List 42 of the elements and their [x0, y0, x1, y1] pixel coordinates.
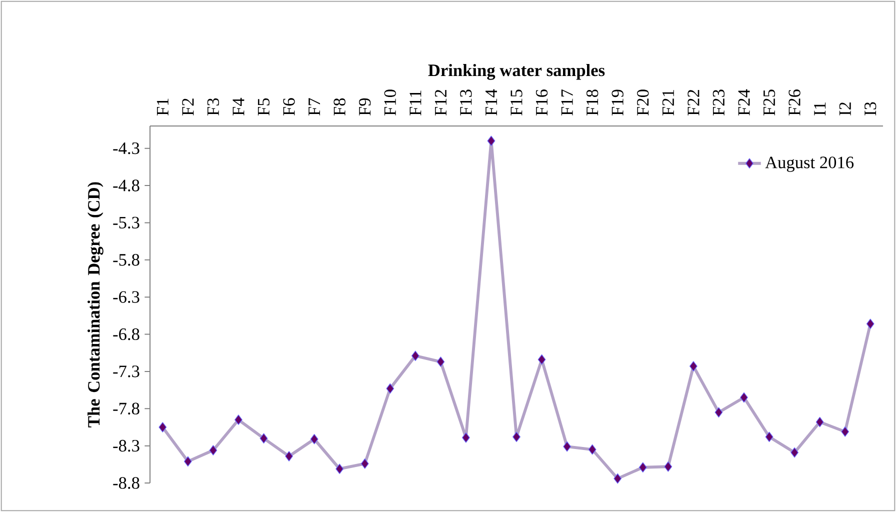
y-tick-label: -6.8 — [113, 328, 140, 340]
x-tick-label: F22 — [688, 90, 700, 116]
x-tick-label: F13 — [460, 90, 472, 116]
x-tick-label: F26 — [788, 90, 800, 116]
x-tick-label: F10 — [384, 90, 396, 116]
y-tick-label: -5.3 — [113, 216, 140, 229]
legend-label: August 2016 — [765, 156, 854, 172]
x-tick-label: F23 — [712, 90, 725, 116]
x-tick-label: F12 — [434, 90, 446, 116]
y-tick-label: -7.3 — [113, 366, 140, 378]
x-tick-label: I1 — [814, 102, 826, 116]
x-tick-label: F20 — [637, 90, 649, 116]
x-tick-label: F17 — [561, 89, 573, 116]
y-tick-label: -7.8 — [113, 402, 140, 415]
x-tick-label: F1 — [156, 98, 168, 116]
x-tick-label: F25 — [763, 90, 776, 116]
x-tick-label: F21 — [662, 90, 674, 116]
x-tick-label: F3 — [207, 98, 220, 116]
x-tick-label: F5 — [258, 98, 270, 116]
x-tick-label: F18 — [586, 90, 598, 116]
x-tick-label: F16 — [536, 90, 548, 116]
x-tick-label: F6 — [283, 98, 295, 116]
x-tick-label: F14 — [486, 89, 497, 116]
x-tick-label: F8 — [334, 98, 346, 116]
y-tick-label: -8.3 — [113, 440, 140, 452]
x-tick-label: F24 — [738, 89, 750, 116]
y-tick-label: -4.8 — [113, 180, 140, 192]
x-tick-label: I3 — [864, 102, 876, 116]
y-axis-title: The Contamination Degree (CD) — [88, 182, 104, 428]
y-tick-label: -4.3 — [113, 142, 140, 154]
x-tick-label: F2 — [182, 98, 194, 116]
x-tick-label: F4 — [232, 98, 244, 116]
x-tick-label: F11 — [410, 90, 422, 116]
x-axis-title: Drinking water samples — [428, 64, 605, 80]
y-tick-label: -5.8 — [113, 254, 140, 266]
x-tick-label: F9 — [359, 98, 371, 116]
y-tick-label: -6.3 — [113, 291, 140, 303]
x-tick-label: F15 — [510, 90, 522, 116]
x-tick-label: F19 — [612, 90, 624, 116]
y-tick-label: -8.8 — [113, 477, 140, 489]
x-tick-label: I2 — [839, 102, 851, 116]
x-tick-label: F7 — [308, 98, 320, 116]
